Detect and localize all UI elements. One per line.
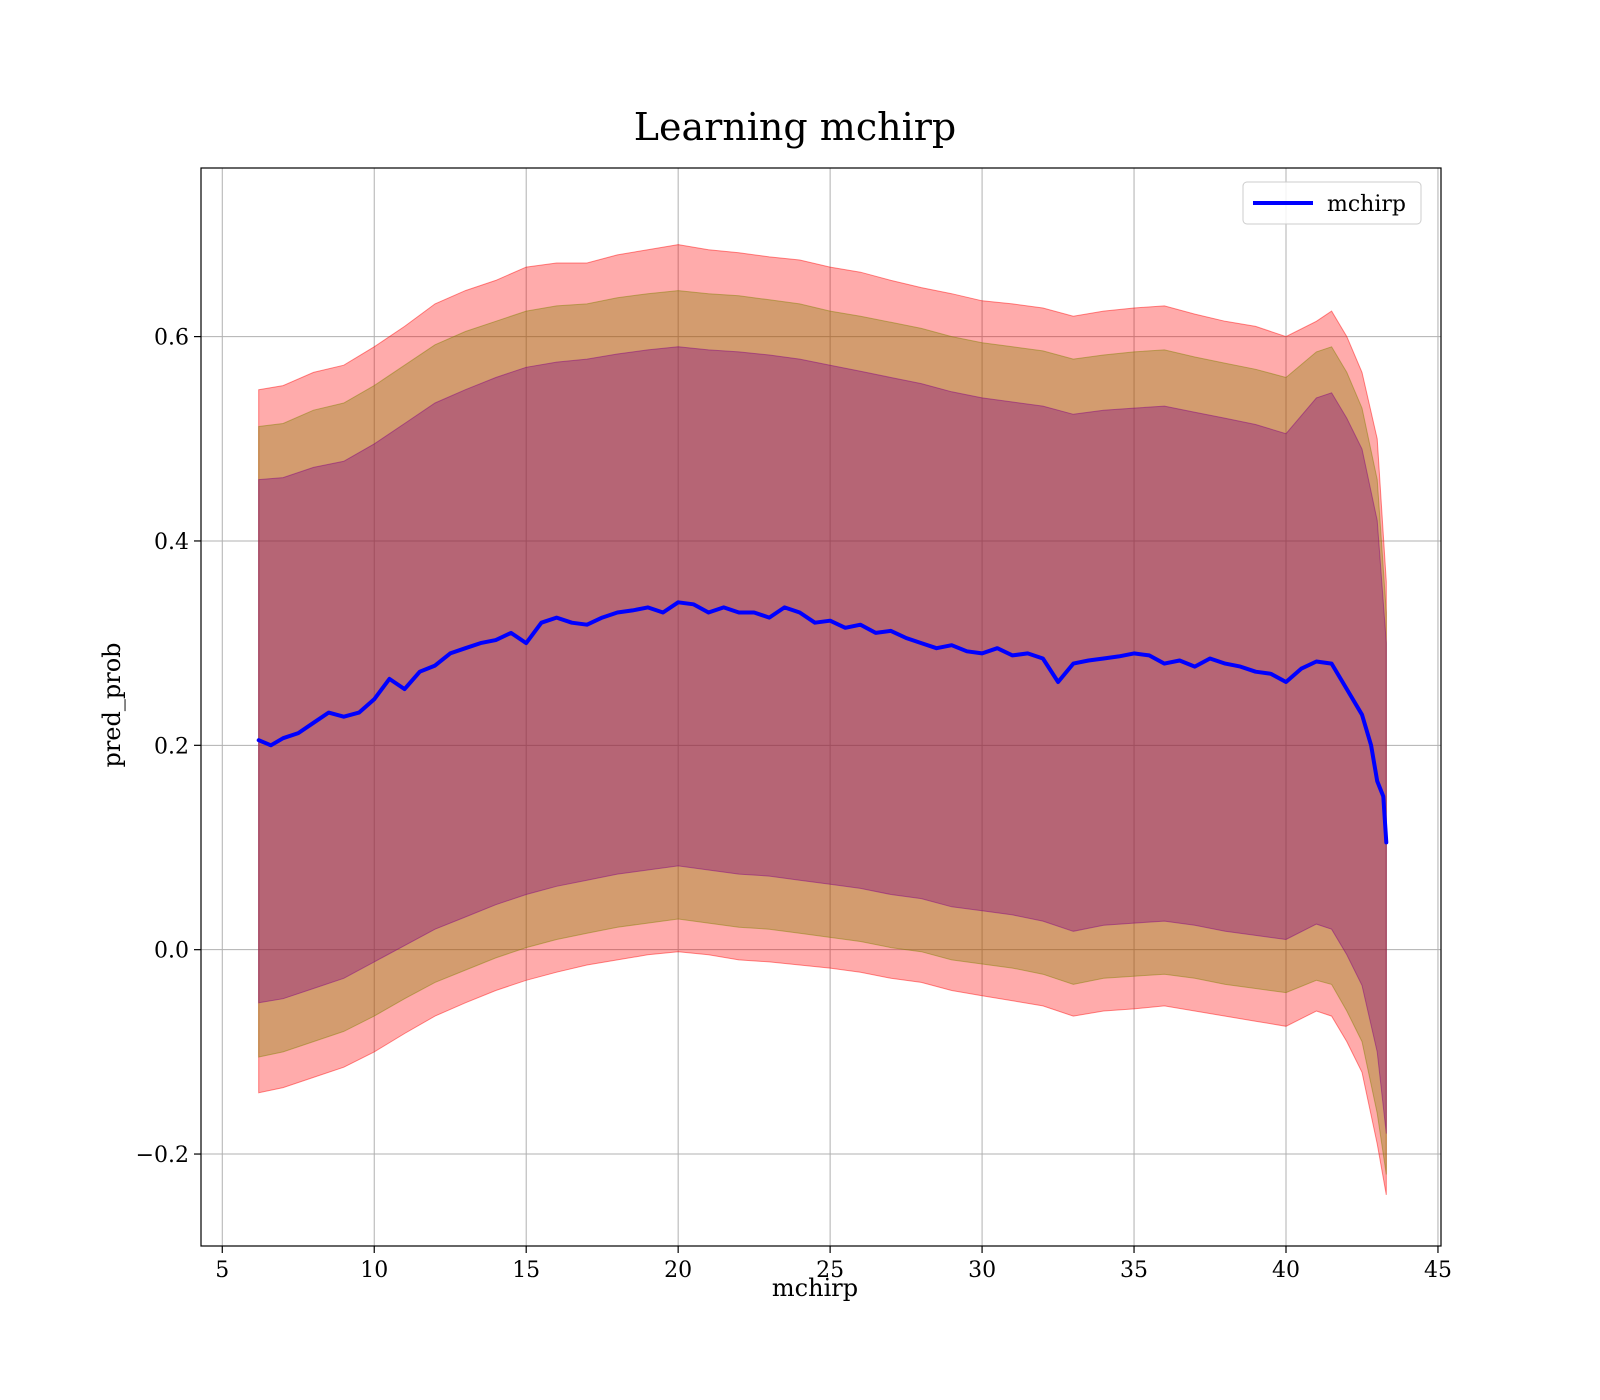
plot-frame bbox=[200, 167, 1442, 1247]
x-tick-label: 15 bbox=[512, 1258, 540, 1283]
x-axis: 5 10 15 20 25 30 35 40 45 bbox=[215, 1246, 1452, 1283]
x-tick-label: 30 bbox=[968, 1258, 996, 1283]
legend-label: mchirp bbox=[1327, 192, 1406, 217]
x-tick-label: 20 bbox=[664, 1258, 692, 1283]
plot-area bbox=[200, 167, 1442, 1247]
legend: mchirp bbox=[1242, 181, 1422, 225]
y-tick-label: 0.2 bbox=[154, 734, 189, 759]
y-axis: −0.2 0.0 0.2 0.4 0.6 bbox=[136, 326, 201, 1168]
y-tick-label: 0.0 bbox=[154, 939, 189, 964]
x-axis-label: mchirp bbox=[772, 1274, 858, 1302]
y-tick-label: −0.2 bbox=[136, 1143, 189, 1168]
confidence-band-3 bbox=[258, 346, 1387, 1134]
x-tick-label: 10 bbox=[360, 1258, 388, 1283]
y-axis-label: pred_prob bbox=[98, 642, 126, 767]
chart-title: Learning mchirp bbox=[634, 105, 956, 149]
x-tick-label: 35 bbox=[1120, 1258, 1148, 1283]
x-tick-label: 45 bbox=[1424, 1258, 1452, 1283]
x-tick-label: 40 bbox=[1272, 1258, 1300, 1283]
confidence-bands bbox=[258, 244, 1387, 1195]
series-lines bbox=[256, 600, 1389, 845]
y-tick-label: 0.6 bbox=[154, 326, 189, 351]
confidence-band-2 bbox=[258, 290, 1387, 1175]
x-tick-label: 25 bbox=[816, 1258, 844, 1283]
confidence-band-1 bbox=[258, 244, 1387, 1195]
x-tick-label: 5 bbox=[215, 1258, 229, 1283]
y-tick-label: 0.4 bbox=[154, 530, 189, 555]
legend-box bbox=[1242, 181, 1422, 225]
grid bbox=[201, 168, 1441, 1246]
series-line-mchirp bbox=[256, 600, 1389, 845]
